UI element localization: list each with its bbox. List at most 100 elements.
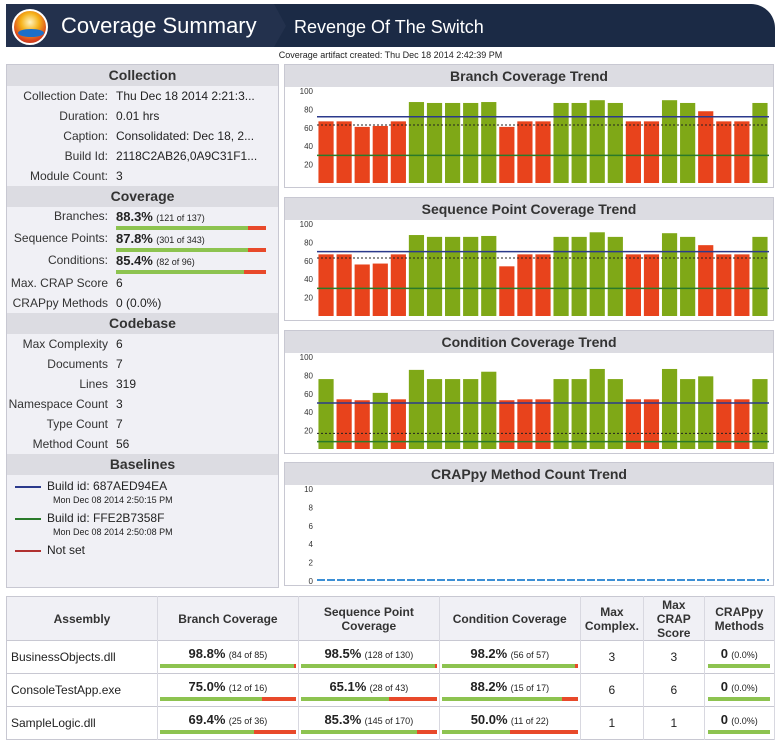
row-key: Module Count: <box>29 169 108 183</box>
crappy-bar <box>708 730 771 734</box>
coverage-bar-fill <box>116 226 249 230</box>
crappy-bar-fill <box>708 664 771 668</box>
coverage-percent: 75.0% <box>188 679 226 694</box>
chart-bar <box>625 254 641 316</box>
coverage-percent: 65.1% <box>329 679 367 694</box>
column-header: Max CRAP Score <box>643 596 705 641</box>
coverage-bar <box>159 730 296 734</box>
coverage-value: 88.3% (121 of 137) <box>116 209 266 230</box>
chart-bar <box>625 121 641 183</box>
coverage-percent: 88.3% <box>116 209 153 224</box>
row-key: CRAPpy Methods <box>12 296 108 310</box>
coverage-bar-fill <box>116 270 245 274</box>
coverage-cell: 98.2% (56 of 57) <box>439 640 581 674</box>
y-tick-label: 2 <box>309 559 314 568</box>
y-tick-label: 60 <box>304 390 313 399</box>
coverage-value: 87.8% (301 of 343) <box>116 231 266 252</box>
coverage-detail: (12 of 16) <box>228 683 268 693</box>
row-key: Collection Date: <box>23 89 108 103</box>
collection-row: Build Id: 2118C2AB26,0A9C31F1... <box>7 146 278 166</box>
coverage-bar-fill <box>159 730 255 734</box>
coverage-percent: 98.2% <box>470 646 508 661</box>
chart-bar <box>517 254 533 316</box>
coverage-percent: 85.3% <box>324 712 362 727</box>
max-complexity: 3 <box>580 640 645 674</box>
coverage-bar-fill <box>441 664 576 668</box>
row-value: 0 (0.0%) <box>116 296 162 310</box>
chart-bar <box>445 102 461 183</box>
coverage-cell: 85.3% (145 of 170) <box>298 706 440 740</box>
y-tick-label: 100 <box>300 353 314 362</box>
chart-bar <box>354 264 370 316</box>
coverage-row: Conditions: 85.4% (82 of 96) <box>7 251 278 274</box>
max-complexity: 1 <box>580 706 645 740</box>
chart-bar <box>571 236 587 316</box>
baseline-date: Mon Dec 08 2014 2:50:15 PM <box>53 495 173 505</box>
column-header: Branch Coverage <box>157 596 299 641</box>
chart-bar <box>553 102 569 183</box>
coverage-cell: 69.4% (25 of 36) <box>157 706 299 740</box>
chart-bar <box>589 232 605 316</box>
coverage-percent: 88.2% <box>470 679 508 694</box>
chart-bar <box>463 102 479 183</box>
coverage-bar-fill <box>159 697 262 701</box>
chart-bar <box>408 369 425 449</box>
condition-coverage-chart: Condition Coverage Trend 100 80 60 40 20 <box>284 330 774 454</box>
coverage-cell: 88.2% (15 of 17) <box>439 673 581 707</box>
chart-bar <box>589 368 605 449</box>
collection-row: Duration: 0.01 hrs <box>7 106 278 126</box>
row-value: 0.01 hrs <box>116 109 160 123</box>
row-key: Max Complexity <box>22 337 108 351</box>
chart-bar <box>752 102 768 183</box>
coverage-detail: (84 of 85) <box>228 650 268 660</box>
coverage-detail: (25 of 36) <box>228 716 268 726</box>
coverage-extra-row: Max. CRAP Score 6 <box>7 273 278 293</box>
collection-row: Caption: Consolidated: Dec 18, 2... <box>7 126 278 146</box>
y-tick-label: 20 <box>304 161 313 170</box>
coverage-detail: (28 of 43) <box>369 683 409 693</box>
crappy-bar <box>708 697 771 701</box>
table-row: BusinessObjects.dll 98.8% (84 of 85) 98.5%… <box>6 640 775 674</box>
row-value: 2118C2AB26,0A9C31F1... <box>116 149 258 163</box>
crappy-count: 0 <box>720 679 728 694</box>
title-box: Coverage Summary <box>6 4 286 47</box>
y-tick-label: 80 <box>304 371 313 380</box>
chart-bar <box>607 379 623 449</box>
row-value: 7 <box>116 357 123 371</box>
app-title: Coverage Summary <box>61 13 257 38</box>
chart-bar <box>553 236 569 316</box>
coverage-detail: (128 of 130) <box>364 650 414 660</box>
coverage-percent: 98.8% <box>188 646 226 661</box>
coverage-bar-fill <box>300 664 435 668</box>
chart-bar <box>589 100 605 183</box>
row-key: Lines <box>79 377 108 391</box>
y-tick-label: 80 <box>304 238 313 247</box>
coverage-bar <box>159 697 296 701</box>
codebase-row: Type Count 7 <box>7 414 278 434</box>
baselines-heading: Baselines <box>7 454 278 475</box>
row-key: Max. CRAP Score <box>10 276 108 290</box>
chart-bar <box>318 254 334 316</box>
column-header: Assembly <box>6 596 158 641</box>
coverage-cell: 98.5% (128 of 130) <box>298 640 440 674</box>
chart-bar <box>734 121 750 183</box>
header-bar: Coverage Summary Revenge Of The Switch <box>6 4 775 47</box>
chart-bar <box>553 379 569 449</box>
coverage-bar <box>116 270 266 274</box>
row-key: Type Count <box>46 417 108 431</box>
coverage-detail: (121 of 137) <box>156 213 205 223</box>
table-row: SampleLogic.dll 69.4% (25 of 36) 85.3% (14… <box>6 706 775 740</box>
chart-bar <box>372 125 388 183</box>
coverage-bar <box>300 664 437 668</box>
chart-bar <box>571 379 587 449</box>
chart-bar <box>661 233 678 316</box>
chart-bar <box>698 111 714 183</box>
coverage-key: Conditions: <box>47 253 108 267</box>
chart-bar <box>680 379 696 449</box>
chart-bar <box>426 102 443 183</box>
crappy-percent: (0.0%) <box>731 716 758 726</box>
chart-bar <box>390 254 406 316</box>
column-header: Max Complex. <box>580 596 645 641</box>
chart-bar <box>752 236 768 316</box>
max-crap-score: 3 <box>643 640 705 674</box>
